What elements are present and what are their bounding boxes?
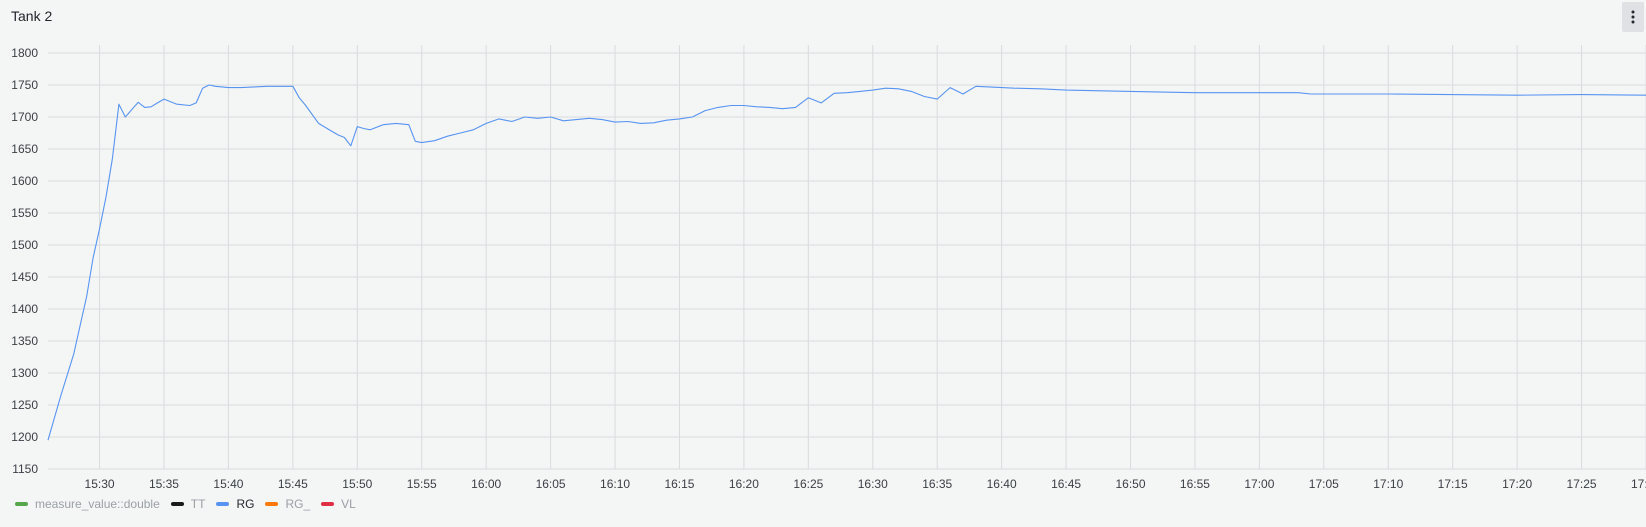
legend-item[interactable]: TT bbox=[170, 497, 206, 511]
legend-label: TT bbox=[190, 497, 206, 511]
legend-label: RG_ bbox=[285, 497, 311, 511]
legend-label: VL bbox=[341, 497, 356, 511]
x-tick-label: 17:15 bbox=[1438, 477, 1468, 491]
chart-grid bbox=[48, 45, 1646, 470]
y-tick-label: 1350 bbox=[11, 334, 38, 348]
x-tick-label: 16:40 bbox=[987, 477, 1017, 491]
x-tick-label: 16:45 bbox=[1051, 477, 1081, 491]
x-tick-label: 17:05 bbox=[1309, 477, 1339, 491]
x-tick-label: 16:25 bbox=[793, 477, 823, 491]
x-axis: 15:30 15:35 15:40 15:45 15:50 15:55 16:00 16:05… bbox=[85, 477, 1646, 491]
legend-swatch bbox=[170, 502, 184, 506]
x-tick-label: 16:10 bbox=[600, 477, 630, 491]
x-tick-label: 16:00 bbox=[471, 477, 501, 491]
y-tick-label: 1550 bbox=[11, 206, 38, 220]
x-tick-label: 17:00 bbox=[1244, 477, 1274, 491]
x-tick-label: 17:30 bbox=[1631, 477, 1646, 491]
x-tick-label: 15:30 bbox=[85, 477, 115, 491]
legend-item[interactable]: measure_value::double bbox=[15, 497, 160, 511]
y-tick-label: 1250 bbox=[11, 398, 38, 412]
x-tick-label: 15:35 bbox=[149, 477, 179, 491]
panel-title: Tank 2 bbox=[11, 8, 53, 24]
legend-swatch bbox=[265, 502, 279, 506]
legend-item[interactable]: RG_ bbox=[265, 497, 310, 511]
x-tick-label: 16:20 bbox=[729, 477, 759, 491]
x-tick-label: 15:45 bbox=[278, 477, 308, 491]
y-tick-label: 1600 bbox=[11, 174, 38, 188]
panel-menu-button[interactable] bbox=[1622, 2, 1644, 32]
legend-label: measure_value::double bbox=[35, 497, 160, 511]
y-tick-label: 1700 bbox=[11, 110, 38, 124]
y-tick-label: 1200 bbox=[11, 430, 38, 444]
x-tick-label: 16:15 bbox=[664, 477, 694, 491]
y-tick-label: 1300 bbox=[11, 366, 38, 380]
panel-header: Tank 2 bbox=[0, 0, 1646, 34]
x-tick-label: 16:05 bbox=[536, 477, 566, 491]
x-tick-label: 16:30 bbox=[858, 477, 888, 491]
x-tick-label: 15:40 bbox=[213, 477, 243, 491]
x-tick-label: 17:10 bbox=[1373, 477, 1403, 491]
chart-legend: measure_value::double TT RG RG_ VL bbox=[15, 497, 367, 511]
series-line-rg bbox=[47, 84, 1646, 441]
vertical-ellipsis-icon bbox=[1631, 10, 1635, 24]
y-tick-label: 1500 bbox=[11, 238, 38, 252]
x-tick-label: 16:35 bbox=[922, 477, 952, 491]
y-axis: 1150 1200 1250 1300 1350 1400 1450 1500 1550 1600… bbox=[11, 46, 38, 476]
legend-swatch bbox=[321, 502, 335, 506]
chart-series bbox=[47, 84, 1646, 441]
x-tick-label: 17:25 bbox=[1567, 477, 1597, 491]
y-tick-label: 1650 bbox=[11, 142, 38, 156]
legend-swatch bbox=[15, 502, 28, 506]
y-tick-label: 1800 bbox=[11, 46, 38, 60]
y-tick-label: 1450 bbox=[11, 270, 38, 284]
y-tick-label: 1400 bbox=[11, 302, 38, 316]
legend-item[interactable]: VL bbox=[321, 497, 356, 511]
x-tick-label: 16:50 bbox=[1116, 477, 1146, 491]
legend-swatch bbox=[216, 502, 230, 506]
line-chart: 1150 1200 1250 1300 1350 1400 1450 1500 1550 1600… bbox=[11, 45, 1646, 491]
x-tick-label: 15:50 bbox=[342, 477, 372, 491]
x-tick-label: 17:20 bbox=[1502, 477, 1532, 491]
legend-item[interactable]: RG bbox=[216, 497, 254, 511]
legend-label: RG bbox=[236, 497, 255, 511]
y-tick-label: 1750 bbox=[11, 78, 38, 92]
x-tick-label: 15:55 bbox=[407, 477, 437, 491]
y-tick-label: 1150 bbox=[12, 462, 38, 476]
x-tick-label: 16:55 bbox=[1180, 477, 1210, 491]
